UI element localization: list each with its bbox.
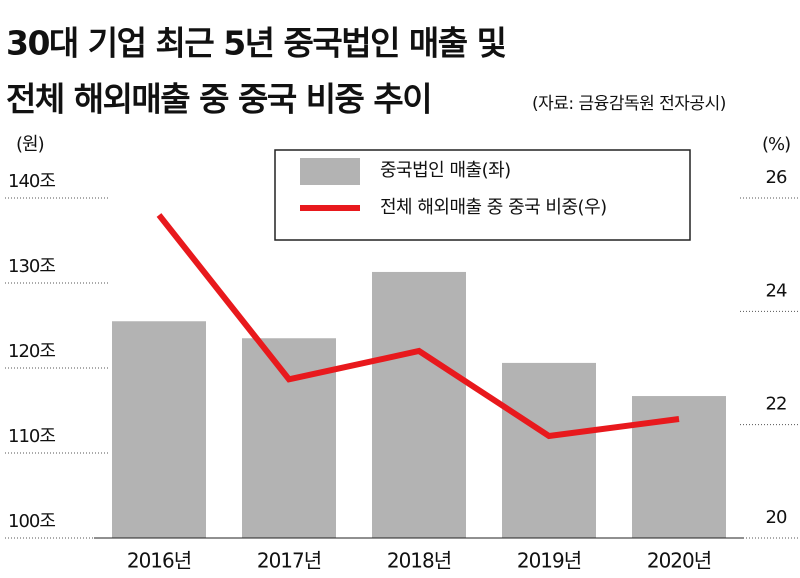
x-tick-label: 2020년 <box>647 549 711 573</box>
source: (자료: 금융감독원 전자공시) <box>532 94 726 114</box>
y2-axis-unit: (%) <box>762 134 790 155</box>
y2-tick-label: 22 <box>766 394 787 415</box>
legend-label: 중국법인 매출(좌) <box>380 160 511 181</box>
x-tick-label: 2017년 <box>257 549 321 573</box>
chart-title: 30대 기업 최근 5년 중국법인 매출 및 <box>6 24 506 63</box>
y-tick-label: 110조 <box>8 426 55 447</box>
y-tick-label: 140조 <box>8 171 55 192</box>
y2-tick-label: 24 <box>766 280 787 301</box>
legend-label: 전체 해외매출 중 중국 비중(우) <box>380 197 607 218</box>
bar <box>242 338 336 538</box>
chart-title: 전체 해외매출 중 중국 비중 추이 <box>6 80 431 119</box>
y-tick-label: 100조 <box>8 511 55 532</box>
y2-tick-label: 20 <box>766 507 787 528</box>
y-axis-unit: (원) <box>16 134 44 155</box>
x-tick-label: 2018년 <box>387 549 451 573</box>
bar <box>372 271 466 538</box>
bar <box>502 362 596 538</box>
x-tick-label: 2016년 <box>127 549 191 573</box>
y-tick-label: 130조 <box>8 256 55 277</box>
line <box>156 213 680 440</box>
y-tick-label: 120조 <box>8 341 55 362</box>
x-tick-label: 2019년 <box>517 549 581 573</box>
legend-swatch <box>300 158 360 185</box>
y2-tick-label: 26 <box>766 167 787 188</box>
bar <box>632 396 726 538</box>
bar <box>112 321 206 538</box>
